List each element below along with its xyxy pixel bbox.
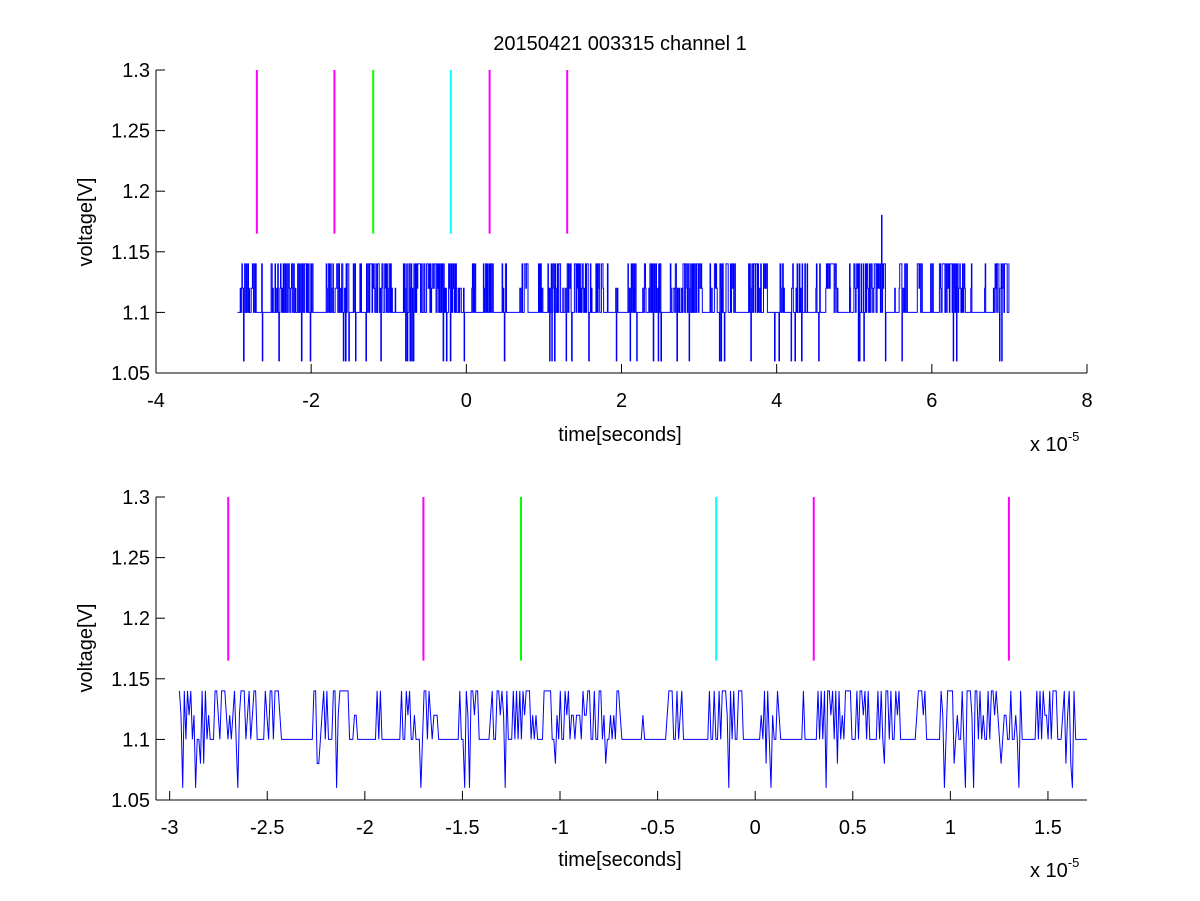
- bottom-ylabel: voltage[V]: [75, 604, 97, 693]
- top-x-exponent-base: x 10: [1030, 434, 1068, 456]
- bottom-x-exponent-base: x 10: [1030, 860, 1068, 882]
- y-tick-label: 1.2: [122, 181, 150, 203]
- x-tick-label: 0.5: [839, 817, 867, 839]
- signal-trace: [178, 690, 1087, 788]
- bottom-plot: voltage[V] time[seconds] x 10-5 1.05 1.1 1…: [75, 487, 1087, 882]
- y-tick-label: 1.15: [111, 669, 150, 691]
- y-tick-label: 1.25: [111, 121, 150, 143]
- y-tick-label: 1.1: [122, 729, 150, 751]
- y-tick-label: 1.15: [111, 242, 150, 264]
- y-tick-label: 1.3: [122, 487, 150, 509]
- x-tick-label: 8: [1081, 390, 1092, 412]
- bottom-x-exponent: x 10-5: [1030, 855, 1079, 882]
- figure-title: 20150421 003315 channel 1: [493, 33, 747, 55]
- x-tick-label: 0: [750, 817, 761, 839]
- x-tick-label: -1.5: [445, 817, 479, 839]
- x-tick-label: -2: [302, 390, 320, 412]
- signal-trace: [237, 214, 1010, 362]
- x-tick-label: 6: [926, 390, 937, 412]
- top-x-exponent-power: -5: [1068, 429, 1080, 444]
- y-tick-label: 1.05: [111, 790, 150, 812]
- x-tick-label: 0: [461, 390, 472, 412]
- y-tick-label: 1.2: [122, 608, 150, 630]
- x-tick-label: 1.5: [1034, 817, 1062, 839]
- x-tick-label: 1: [945, 817, 956, 839]
- top-xlabel: time[seconds]: [558, 424, 681, 446]
- x-tick-label: -3: [161, 817, 179, 839]
- y-tick-label: 1.1: [122, 302, 150, 324]
- x-tick-label: -1: [551, 817, 569, 839]
- x-tick-label: -2.5: [250, 817, 284, 839]
- top-x-exponent: x 10-5: [1030, 429, 1079, 456]
- x-tick-label: 4: [771, 390, 782, 412]
- y-tick-label: 1.3: [122, 60, 150, 82]
- x-tick-label: -4: [147, 390, 165, 412]
- bottom-x-exponent-power: -5: [1068, 855, 1080, 870]
- x-tick-label: 2: [616, 390, 627, 412]
- x-tick-label: -2: [356, 817, 374, 839]
- top-ylabel: voltage[V]: [75, 178, 97, 267]
- y-tick-label: 1.05: [111, 363, 150, 385]
- y-tick-label: 1.25: [111, 548, 150, 570]
- x-tick-label: -0.5: [640, 817, 674, 839]
- top-plot: voltage[V] time[seconds] x 10-5 1.05 1.1 1…: [75, 60, 1093, 456]
- bottom-xlabel: time[seconds]: [558, 849, 681, 871]
